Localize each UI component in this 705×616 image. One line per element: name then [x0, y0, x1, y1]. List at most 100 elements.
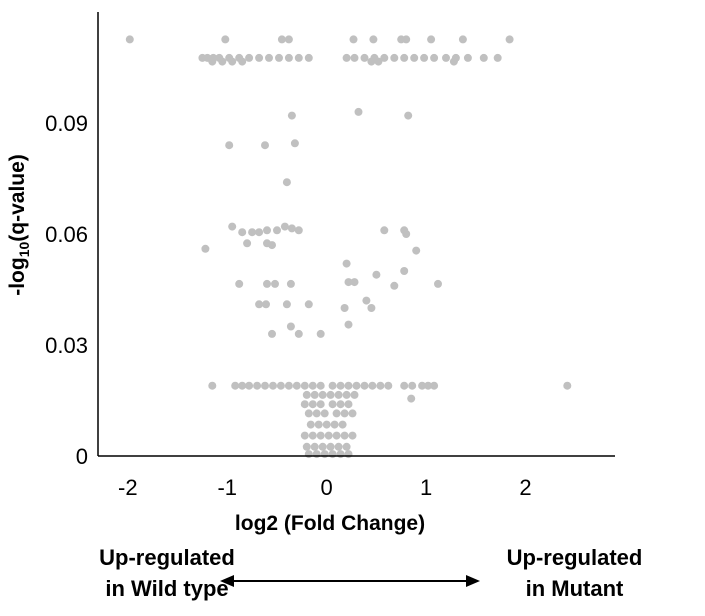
y-axis-title-main: -log	[6, 257, 29, 295]
data-point	[336, 400, 345, 409]
x-tick-label: 1	[420, 475, 432, 500]
data-point	[320, 409, 329, 418]
data-point	[340, 409, 349, 418]
data-point	[350, 278, 359, 287]
data-point	[265, 53, 273, 62]
data-point	[255, 228, 264, 237]
wild-type-note-line2: in Wild type	[105, 576, 229, 601]
data-point	[449, 57, 458, 66]
data-point	[434, 279, 442, 288]
data-point	[304, 450, 313, 459]
data-point	[349, 35, 358, 44]
data-point	[380, 53, 389, 62]
data-point	[328, 450, 337, 459]
data-point	[310, 390, 319, 399]
y-tick-label: 0	[76, 444, 88, 469]
data-point	[350, 53, 359, 62]
data-point	[372, 270, 381, 279]
data-point	[336, 450, 345, 459]
data-point	[290, 139, 299, 148]
data-point	[344, 400, 353, 409]
data-point	[253, 381, 262, 390]
data-point	[493, 53, 502, 62]
data-point	[294, 329, 303, 338]
data-point	[424, 381, 433, 390]
data-point	[410, 53, 419, 62]
data-point	[420, 53, 429, 62]
data-point	[402, 230, 411, 238]
data-point	[304, 409, 313, 418]
data-point	[225, 141, 234, 150]
data-point	[402, 35, 411, 44]
data-point	[334, 442, 343, 451]
data-point	[430, 381, 439, 390]
data-point	[400, 53, 409, 62]
data-point	[320, 450, 329, 459]
data-point	[276, 381, 285, 390]
data-point	[360, 381, 369, 390]
data-point	[302, 390, 311, 399]
x-tick-label: 0	[321, 475, 333, 500]
data-point	[430, 53, 439, 62]
data-point	[334, 390, 343, 399]
data-points	[125, 35, 572, 459]
data-point	[418, 381, 427, 390]
data-point	[300, 400, 309, 409]
data-point	[280, 222, 289, 231]
data-point	[390, 281, 399, 290]
y-axis-title-tail: (q-value)	[6, 154, 29, 242]
data-point	[404, 111, 413, 120]
data-point	[263, 279, 271, 288]
data-point	[294, 226, 303, 235]
y-axis-title: -log10(q-value)	[6, 154, 32, 296]
data-point	[208, 57, 217, 66]
data-point	[208, 381, 217, 390]
data-point	[201, 244, 210, 253]
data-point	[322, 420, 331, 429]
x-axis-title: log2 (Fold Change)	[235, 512, 425, 535]
data-point	[231, 381, 240, 390]
data-point	[314, 420, 323, 429]
x-tick-labels: -2 -1 0 1 2	[118, 475, 532, 500]
data-point	[263, 226, 271, 235]
data-point	[286, 279, 295, 288]
data-point	[282, 178, 291, 187]
data-point	[380, 226, 389, 235]
data-point	[228, 222, 237, 231]
data-point	[367, 57, 376, 66]
data-point	[238, 381, 247, 390]
data-point	[271, 279, 279, 288]
data-point	[275, 53, 283, 62]
data-point	[390, 53, 399, 62]
data-point	[316, 381, 325, 390]
data-point	[316, 431, 325, 440]
data-point	[304, 300, 313, 309]
x-tick-label: 2	[519, 475, 531, 500]
data-point	[342, 259, 351, 268]
data-point	[505, 35, 514, 44]
data-point	[348, 431, 357, 440]
data-point	[221, 35, 230, 44]
data-point	[262, 300, 270, 309]
data-point	[286, 322, 295, 331]
data-point	[300, 431, 309, 440]
data-point	[125, 35, 134, 44]
data-point	[328, 400, 337, 409]
data-point	[287, 224, 296, 233]
data-point	[245, 381, 254, 390]
data-point	[340, 431, 349, 440]
data-point	[308, 431, 317, 440]
data-point	[458, 35, 467, 44]
data-point	[235, 279, 244, 288]
data-point	[360, 53, 369, 62]
data-point	[412, 246, 421, 255]
data-point	[338, 420, 347, 429]
data-point	[340, 304, 349, 312]
data-point	[336, 381, 345, 390]
data-point	[261, 141, 269, 150]
data-point	[384, 381, 393, 390]
data-point	[228, 57, 237, 66]
mutant-note-line1: Up-regulated	[506, 545, 643, 570]
data-point	[344, 381, 353, 390]
